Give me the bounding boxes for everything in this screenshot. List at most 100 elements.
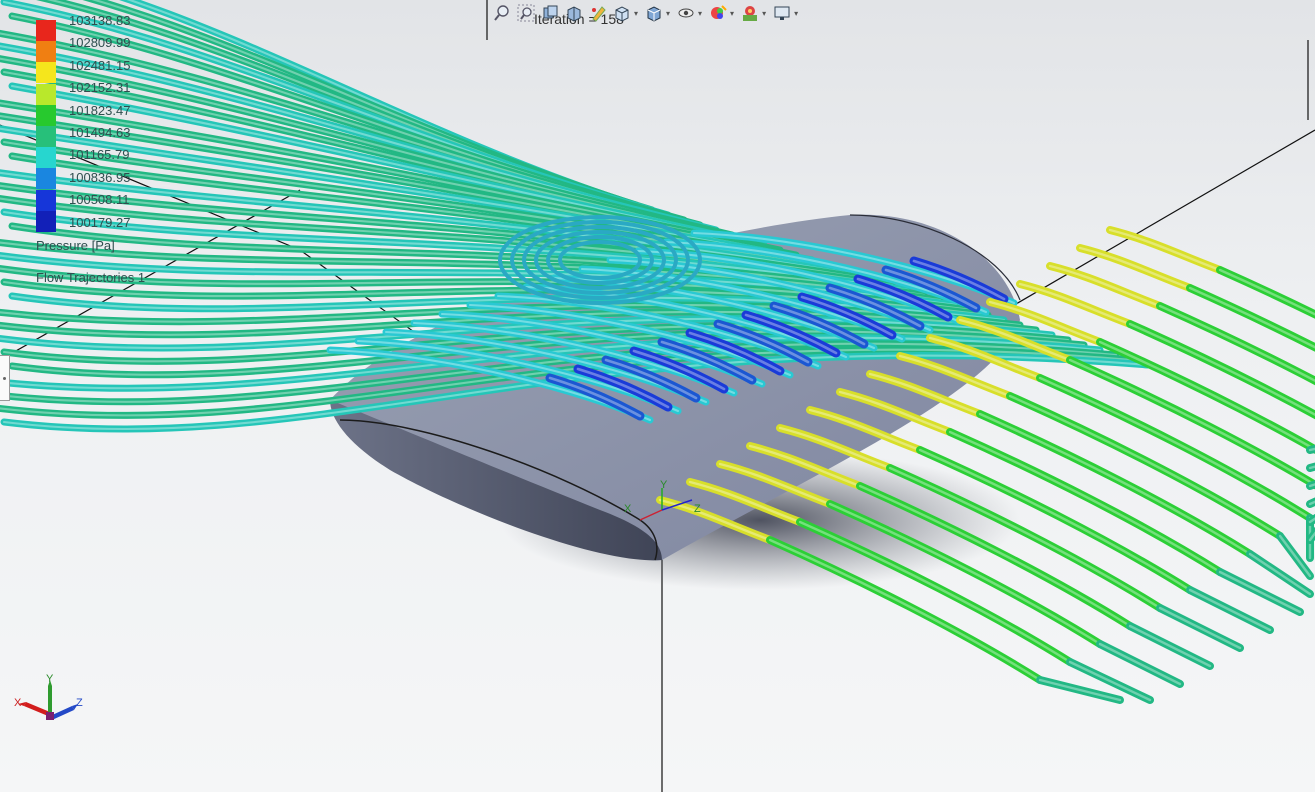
vortex-trajectory	[498, 215, 702, 305]
flow-trajectory	[746, 442, 864, 490]
legend-plot-name: Flow Trajectories 1	[36, 270, 146, 285]
flow-trajectory-highlight	[1158, 606, 1242, 650]
legend-swatch	[36, 168, 56, 190]
flow-trajectory	[1036, 374, 1314, 522]
pressure-legend[interactable]: 103138.83 102809.99 102481.15 102152.31 1018…	[36, 14, 216, 300]
flow-trajectory-highlight	[1188, 588, 1272, 632]
flow-trajectory-highlight	[0, 348, 1134, 417]
legend-tick-label: 102152.31	[69, 80, 131, 96]
flow-trajectory-highlight	[912, 259, 1006, 301]
flow-trajectory-highlight	[716, 322, 810, 364]
flow-trajectory	[1096, 640, 1184, 688]
flow-trajectory	[0, 169, 864, 279]
apply-scene-icon[interactable]	[740, 3, 760, 23]
display-style-dropdown[interactable]: ▾	[666, 8, 671, 18]
hide-show-dropdown[interactable]: ▾	[698, 8, 703, 18]
flow-trajectory-highlight	[660, 340, 754, 382]
flow-trajectory-highlight	[958, 318, 1072, 362]
flow-trajectory-highlight	[1018, 282, 1132, 326]
flow-trajectory-highlight	[688, 480, 802, 524]
flow-trajectory	[573, 364, 673, 412]
flow-trajectory	[866, 370, 984, 418]
flow-trajectory	[741, 310, 841, 358]
legend-swatch	[36, 147, 56, 169]
flow-trajectory-highlight	[828, 286, 922, 328]
flow-trajectory	[766, 536, 1044, 684]
flow-trajectory-highlight	[1248, 552, 1312, 596]
flow-trajectory-highlight	[768, 538, 1042, 682]
flow-trajectory-highlight	[1128, 322, 1315, 417]
flow-trajectory	[886, 464, 1164, 612]
flow-trajectory-highlight	[0, 267, 974, 312]
flow-trajectory	[1246, 550, 1314, 598]
triad-x-label: X	[14, 697, 22, 709]
flow-trajectory	[601, 355, 701, 403]
flow-trajectory-highlight	[2, 140, 830, 267]
flow-trajectory	[1276, 532, 1314, 580]
flow-trajectory-highlight	[1218, 570, 1302, 614]
flow-trajectory	[0, 346, 1136, 419]
flow-trajectory	[769, 301, 869, 349]
flow-trajectory-highlight	[1068, 660, 1152, 702]
edit-appearance-dropdown[interactable]: ▾	[730, 8, 735, 18]
flow-trajectory-highlight	[1218, 268, 1315, 316]
flyout-panel-handle[interactable]	[0, 355, 10, 401]
zoom-to-area-icon[interactable]	[516, 3, 536, 23]
flow-trajectory	[916, 446, 1194, 594]
view-orientation-icon[interactable]	[612, 3, 632, 23]
legend-swatch	[36, 210, 56, 232]
view-orientation-dropdown[interactable]: ▾	[634, 8, 639, 18]
legend-tick-label: 100836.95	[69, 169, 131, 185]
view-settings-dropdown[interactable]: ▾	[794, 8, 799, 18]
flow-trajectory-highlight	[576, 367, 670, 409]
flow-trajectory-highlight	[718, 462, 832, 506]
previous-view-icon[interactable]	[540, 3, 560, 23]
legend-tick-label: 102809.99	[69, 35, 131, 51]
legend-swatch	[36, 62, 56, 84]
display-style-icon[interactable]	[644, 3, 664, 23]
flow-trajectory	[856, 482, 1134, 630]
flow-trajectory	[0, 264, 976, 314]
flow-trajectory	[926, 334, 1044, 382]
flow-trajectory-highlight	[772, 304, 866, 346]
legend-tick-label: 103138.83	[69, 13, 131, 28]
dynamic-annotation-icon[interactable]	[588, 3, 608, 23]
apply-scene-dropdown[interactable]: ▾	[762, 8, 767, 18]
flow-trajectory-highlight	[1078, 246, 1192, 290]
flow-trajectory-highlight	[688, 331, 782, 373]
flow-trajectory-highlight	[948, 430, 1222, 574]
legend-swatch	[36, 20, 56, 41]
section-view-icon[interactable]	[564, 3, 584, 23]
flow-trajectory-highlight	[798, 520, 1072, 664]
flow-trajectory	[1006, 392, 1284, 540]
flow-trajectory-highlight	[604, 358, 698, 400]
reference-triad[interactable]: X Y Z	[12, 672, 92, 732]
vortex-trajectory	[534, 230, 666, 290]
flow-trajectory-highlight	[1038, 678, 1122, 702]
flow-trajectory	[1156, 302, 1315, 386]
flow-trajectory-highlight	[888, 466, 1162, 610]
flow-trajectory	[909, 256, 1009, 304]
flow-trajectory	[1106, 226, 1224, 274]
legend-swatch	[36, 126, 56, 147]
flow-trajectory	[881, 265, 981, 313]
flow-trajectory	[1076, 244, 1194, 292]
flow-trajectory	[976, 410, 1254, 558]
triad-z-label: Z	[76, 697, 83, 709]
hide-show-items-icon[interactable]	[676, 3, 696, 23]
origin-axes: X Y Z	[624, 479, 701, 521]
flow-trajectory-highlight	[0, 114, 798, 257]
flow-trajectory	[825, 283, 925, 331]
flow-trajectory	[853, 274, 953, 322]
zoom-to-fit-icon[interactable]	[492, 3, 512, 23]
flow-trajectory	[776, 424, 894, 472]
edit-appearance-icon[interactable]	[708, 3, 728, 23]
flow-trajectory	[1126, 622, 1214, 670]
legend-tick-label: 101494.63	[69, 125, 131, 140]
flow-trajectory-highlight	[2, 210, 910, 292]
view-settings-icon[interactable]	[772, 3, 792, 23]
flow-trajectory-highlight	[858, 484, 1132, 628]
flow-trajectory	[826, 500, 1104, 648]
